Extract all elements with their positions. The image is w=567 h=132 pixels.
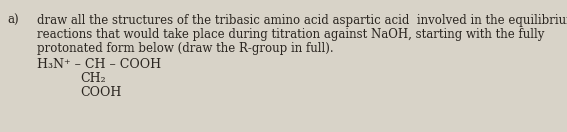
Text: a): a) [7, 14, 19, 27]
Text: protonated form below (draw the R-group in full).: protonated form below (draw the R-group … [37, 42, 333, 55]
Text: reactions that would take place during titration against NaOH, starting with the: reactions that would take place during t… [37, 28, 544, 41]
Text: draw all the structures of the tribasic amino acid aspartic acid  involved in th: draw all the structures of the tribasic … [37, 14, 567, 27]
Text: CH₂: CH₂ [80, 72, 105, 85]
Text: COOH: COOH [80, 86, 121, 99]
Text: H₃N⁺ – CH – COOH: H₃N⁺ – CH – COOH [37, 58, 161, 71]
